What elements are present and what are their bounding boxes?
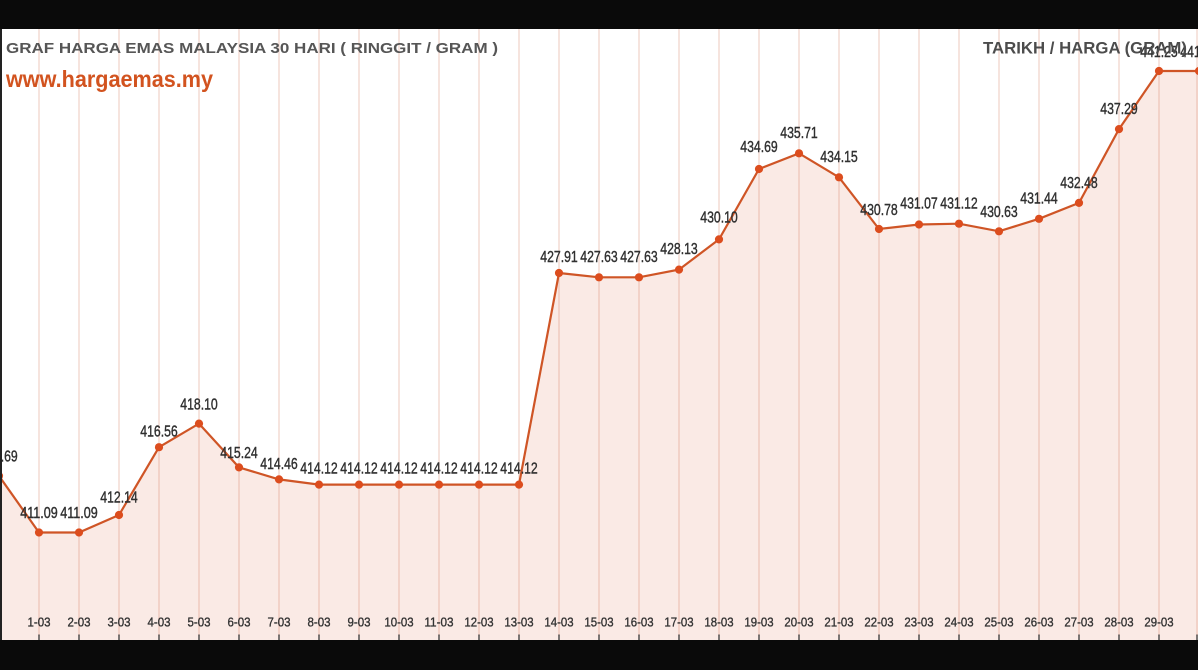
svg-text:21-03: 21-03 xyxy=(824,615,853,630)
svg-text:414.12: 414.12 xyxy=(380,461,418,478)
svg-text:418.10: 418.10 xyxy=(180,397,218,414)
svg-text:414.69: 414.69 xyxy=(0,448,18,465)
svg-text:25-03: 25-03 xyxy=(984,615,1013,630)
svg-text:19-03: 19-03 xyxy=(744,615,773,630)
svg-text:434.15: 434.15 xyxy=(820,149,858,166)
svg-text:17-03: 17-03 xyxy=(664,615,693,630)
svg-text:29-03: 29-03 xyxy=(1144,615,1173,630)
svg-text:441.25: 441.25 xyxy=(1180,44,1198,61)
svg-text:8-03: 8-03 xyxy=(308,615,331,630)
svg-text:431.07: 431.07 xyxy=(900,196,938,213)
svg-text:427.63: 427.63 xyxy=(580,249,618,266)
svg-text:428.13: 428.13 xyxy=(660,241,698,258)
svg-text:15-03: 15-03 xyxy=(584,615,613,630)
svg-text:7-03: 7-03 xyxy=(268,615,291,630)
svg-text:10-03: 10-03 xyxy=(384,615,413,630)
svg-text:431.12: 431.12 xyxy=(940,195,978,212)
svg-text:414.12: 414.12 xyxy=(460,461,498,478)
svg-text:430.10: 430.10 xyxy=(700,210,738,227)
svg-text:414.12: 414.12 xyxy=(500,461,538,478)
svg-text:414.12: 414.12 xyxy=(420,461,458,478)
svg-text:22-03: 22-03 xyxy=(864,615,893,630)
svg-text:435.71: 435.71 xyxy=(780,125,818,142)
svg-text:23-03: 23-03 xyxy=(904,615,933,630)
svg-text:16-03: 16-03 xyxy=(624,615,653,630)
svg-text:13-03: 13-03 xyxy=(504,615,533,630)
svg-text:434.69: 434.69 xyxy=(740,139,778,156)
svg-text:427.63: 427.63 xyxy=(620,249,658,266)
svg-text:431.44: 431.44 xyxy=(1020,190,1058,207)
svg-text:411.09: 411.09 xyxy=(60,505,98,522)
svg-text:416.56: 416.56 xyxy=(140,424,178,441)
svg-text:432.48: 432.48 xyxy=(1060,175,1098,192)
svg-text:18-03: 18-03 xyxy=(704,615,733,630)
svg-text:14-03: 14-03 xyxy=(544,615,573,630)
svg-text:4-03: 4-03 xyxy=(148,615,171,630)
svg-text:26-03: 26-03 xyxy=(1024,615,1053,630)
svg-text:11-03: 11-03 xyxy=(424,615,453,630)
svg-text:427.91: 427.91 xyxy=(540,249,578,266)
svg-text:414.46: 414.46 xyxy=(260,456,298,473)
svg-text:2-03: 2-03 xyxy=(68,615,91,630)
svg-text:6-03: 6-03 xyxy=(228,615,251,630)
svg-text:415.24: 415.24 xyxy=(220,445,258,462)
svg-text:412.14: 412.14 xyxy=(100,490,138,507)
svg-text:GRAF HARGA EMAS MALAYSIA 30 HA: GRAF HARGA EMAS MALAYSIA 30 HARI ( RINGG… xyxy=(6,40,498,57)
svg-text:24-03: 24-03 xyxy=(944,615,973,630)
svg-text:9-03: 9-03 xyxy=(348,615,371,630)
svg-text:430.63: 430.63 xyxy=(980,204,1018,221)
svg-text:TARIKH / HARGA (GRAM): TARIKH / HARGA (GRAM) xyxy=(983,39,1187,58)
svg-text:411.09: 411.09 xyxy=(20,505,58,522)
svg-text:www.hargaemas.my: www.hargaemas.my xyxy=(5,66,213,92)
svg-text:430.78: 430.78 xyxy=(860,202,898,219)
svg-text:28-03: 28-03 xyxy=(1104,615,1133,630)
svg-text:27-03: 27-03 xyxy=(1064,615,1093,630)
svg-text:5-03: 5-03 xyxy=(188,615,211,630)
svg-text:441.25: 441.25 xyxy=(1140,44,1178,61)
svg-text:414.12: 414.12 xyxy=(300,461,338,478)
svg-text:437.29: 437.29 xyxy=(1100,101,1138,118)
svg-text:3-03: 3-03 xyxy=(108,615,131,630)
svg-text:20-03: 20-03 xyxy=(784,615,813,630)
svg-text:414.12: 414.12 xyxy=(340,461,378,478)
svg-text:1-03: 1-03 xyxy=(28,615,51,630)
svg-text:12-03: 12-03 xyxy=(464,615,493,630)
